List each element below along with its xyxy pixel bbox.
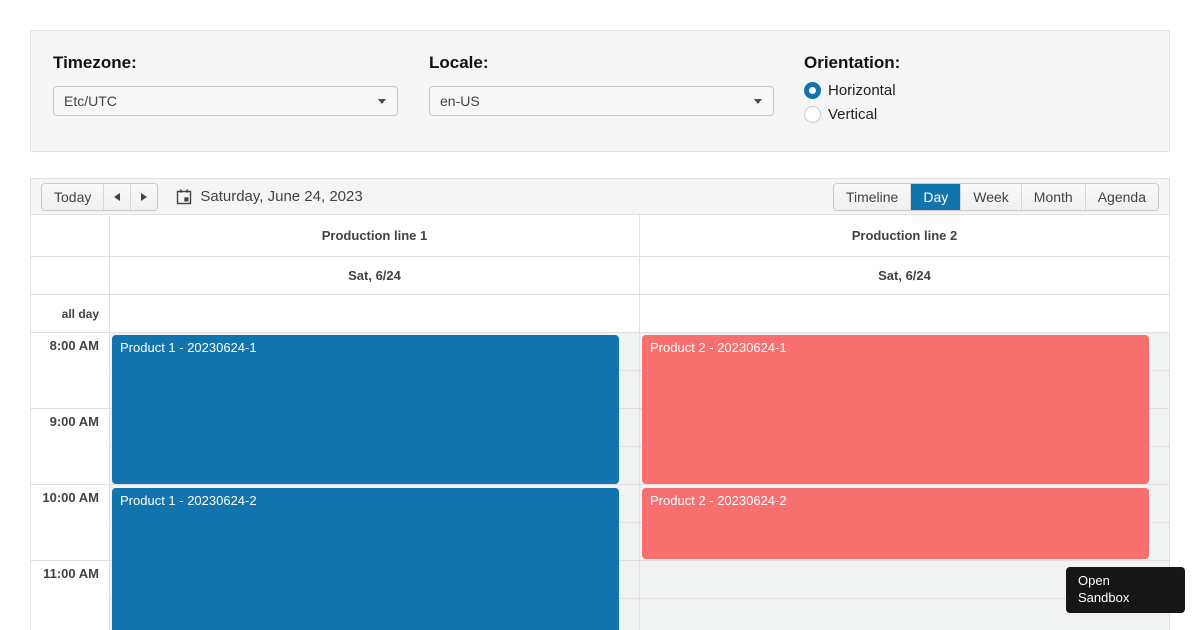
open-sandbox-label: Open Sandbox xyxy=(1078,573,1130,605)
view-button-timeline[interactable]: Timeline xyxy=(833,183,911,210)
settings-panel: Timezone: Etc/UTC Locale: en-US Orientat… xyxy=(30,30,1170,152)
orientation-option-label: Horizontal xyxy=(828,82,896,99)
time-label: 8:00 AM xyxy=(31,333,109,409)
open-sandbox-button[interactable]: Open Sandbox xyxy=(1066,567,1185,613)
time-label: 10:00 AM xyxy=(31,485,109,561)
current-date-label: Saturday, June 24, 2023 xyxy=(200,188,363,205)
header-corner xyxy=(31,257,109,294)
view-switcher: Timeline Day Week Month Agenda xyxy=(832,182,1159,211)
orientation-option-horizontal[interactable]: Horizontal xyxy=(804,82,900,99)
orientation-option-vertical[interactable]: Vertical xyxy=(804,106,900,123)
all-day-slot[interactable] xyxy=(109,295,639,332)
radio-icon[interactable] xyxy=(804,82,821,99)
locale-label: Locale: xyxy=(429,53,489,72)
scheduler-toolbar: Today Saturday, June 24, 2023 Timeline Da… xyxy=(31,179,1169,215)
calendar-icon xyxy=(177,189,192,204)
scheduler: Today Saturday, June 24, 2023 Timeline Da… xyxy=(30,178,1170,630)
chevron-right-icon xyxy=(141,192,148,201)
half-hour-slot[interactable] xyxy=(640,561,1169,599)
timezone-label: Timezone: xyxy=(53,53,137,72)
event[interactable]: Product 2 - 20230624-2 xyxy=(642,488,1149,559)
prev-button[interactable] xyxy=(103,183,131,210)
all-day-row: all day xyxy=(31,295,1169,333)
all-day-label: all day xyxy=(61,306,99,321)
view-button-agenda[interactable]: Agenda xyxy=(1084,183,1158,210)
timezone-value: Etc/UTC xyxy=(64,93,117,109)
date-header[interactable]: Sat, 6/24 xyxy=(639,257,1169,294)
next-button[interactable] xyxy=(130,183,158,210)
time-label: 11:00 AM xyxy=(31,561,109,630)
time-label-column: 8:00 AM 9:00 AM 10:00 AM 11:00 AM xyxy=(31,333,109,630)
header-corner xyxy=(31,215,109,256)
orientation-label: Orientation: xyxy=(804,53,901,72)
chevron-down-icon xyxy=(754,99,762,104)
view-button-week[interactable]: Week xyxy=(960,183,1021,210)
locale-value: en-US xyxy=(440,93,480,109)
date-header-row: Sat, 6/24 Sat, 6/24 xyxy=(31,257,1169,295)
all-day-slot[interactable] xyxy=(639,295,1169,332)
orientation-option-label: Vertical xyxy=(828,106,878,123)
resource-header: Production line 1 xyxy=(109,215,639,256)
radio-icon[interactable] xyxy=(804,106,821,123)
chevron-down-icon xyxy=(378,99,386,104)
today-button[interactable]: Today xyxy=(42,183,104,210)
view-button-day[interactable]: Day xyxy=(910,183,961,210)
event[interactable]: Product 2 - 20230624-1 xyxy=(642,335,1149,484)
timezone-dropdown[interactable]: Etc/UTC xyxy=(53,86,398,116)
event[interactable]: Product 1 - 20230624-2 xyxy=(112,488,619,630)
locale-dropdown[interactable]: en-US xyxy=(429,86,774,116)
view-button-month[interactable]: Month xyxy=(1020,183,1085,210)
time-grid: 8:00 AM 9:00 AM 10:00 AM 11:00 AM Product 1… xyxy=(31,333,1169,630)
nav-button-group: Today xyxy=(41,182,159,211)
chevron-left-icon xyxy=(114,192,121,201)
toolbar-date[interactable]: Saturday, June 24, 2023 xyxy=(176,188,363,205)
date-header[interactable]: Sat, 6/24 xyxy=(109,257,639,294)
resource-header: Production line 2 xyxy=(639,215,1169,256)
resource-header-row: Production line 1 Production line 2 xyxy=(31,215,1169,257)
event[interactable]: Product 1 - 20230624-1 xyxy=(112,335,619,484)
time-slot-cell[interactable] xyxy=(640,561,1169,630)
time-label: 9:00 AM xyxy=(31,409,109,485)
resource-column-1: Product 1 - 20230624-1 Product 1 - 202306… xyxy=(109,333,639,630)
